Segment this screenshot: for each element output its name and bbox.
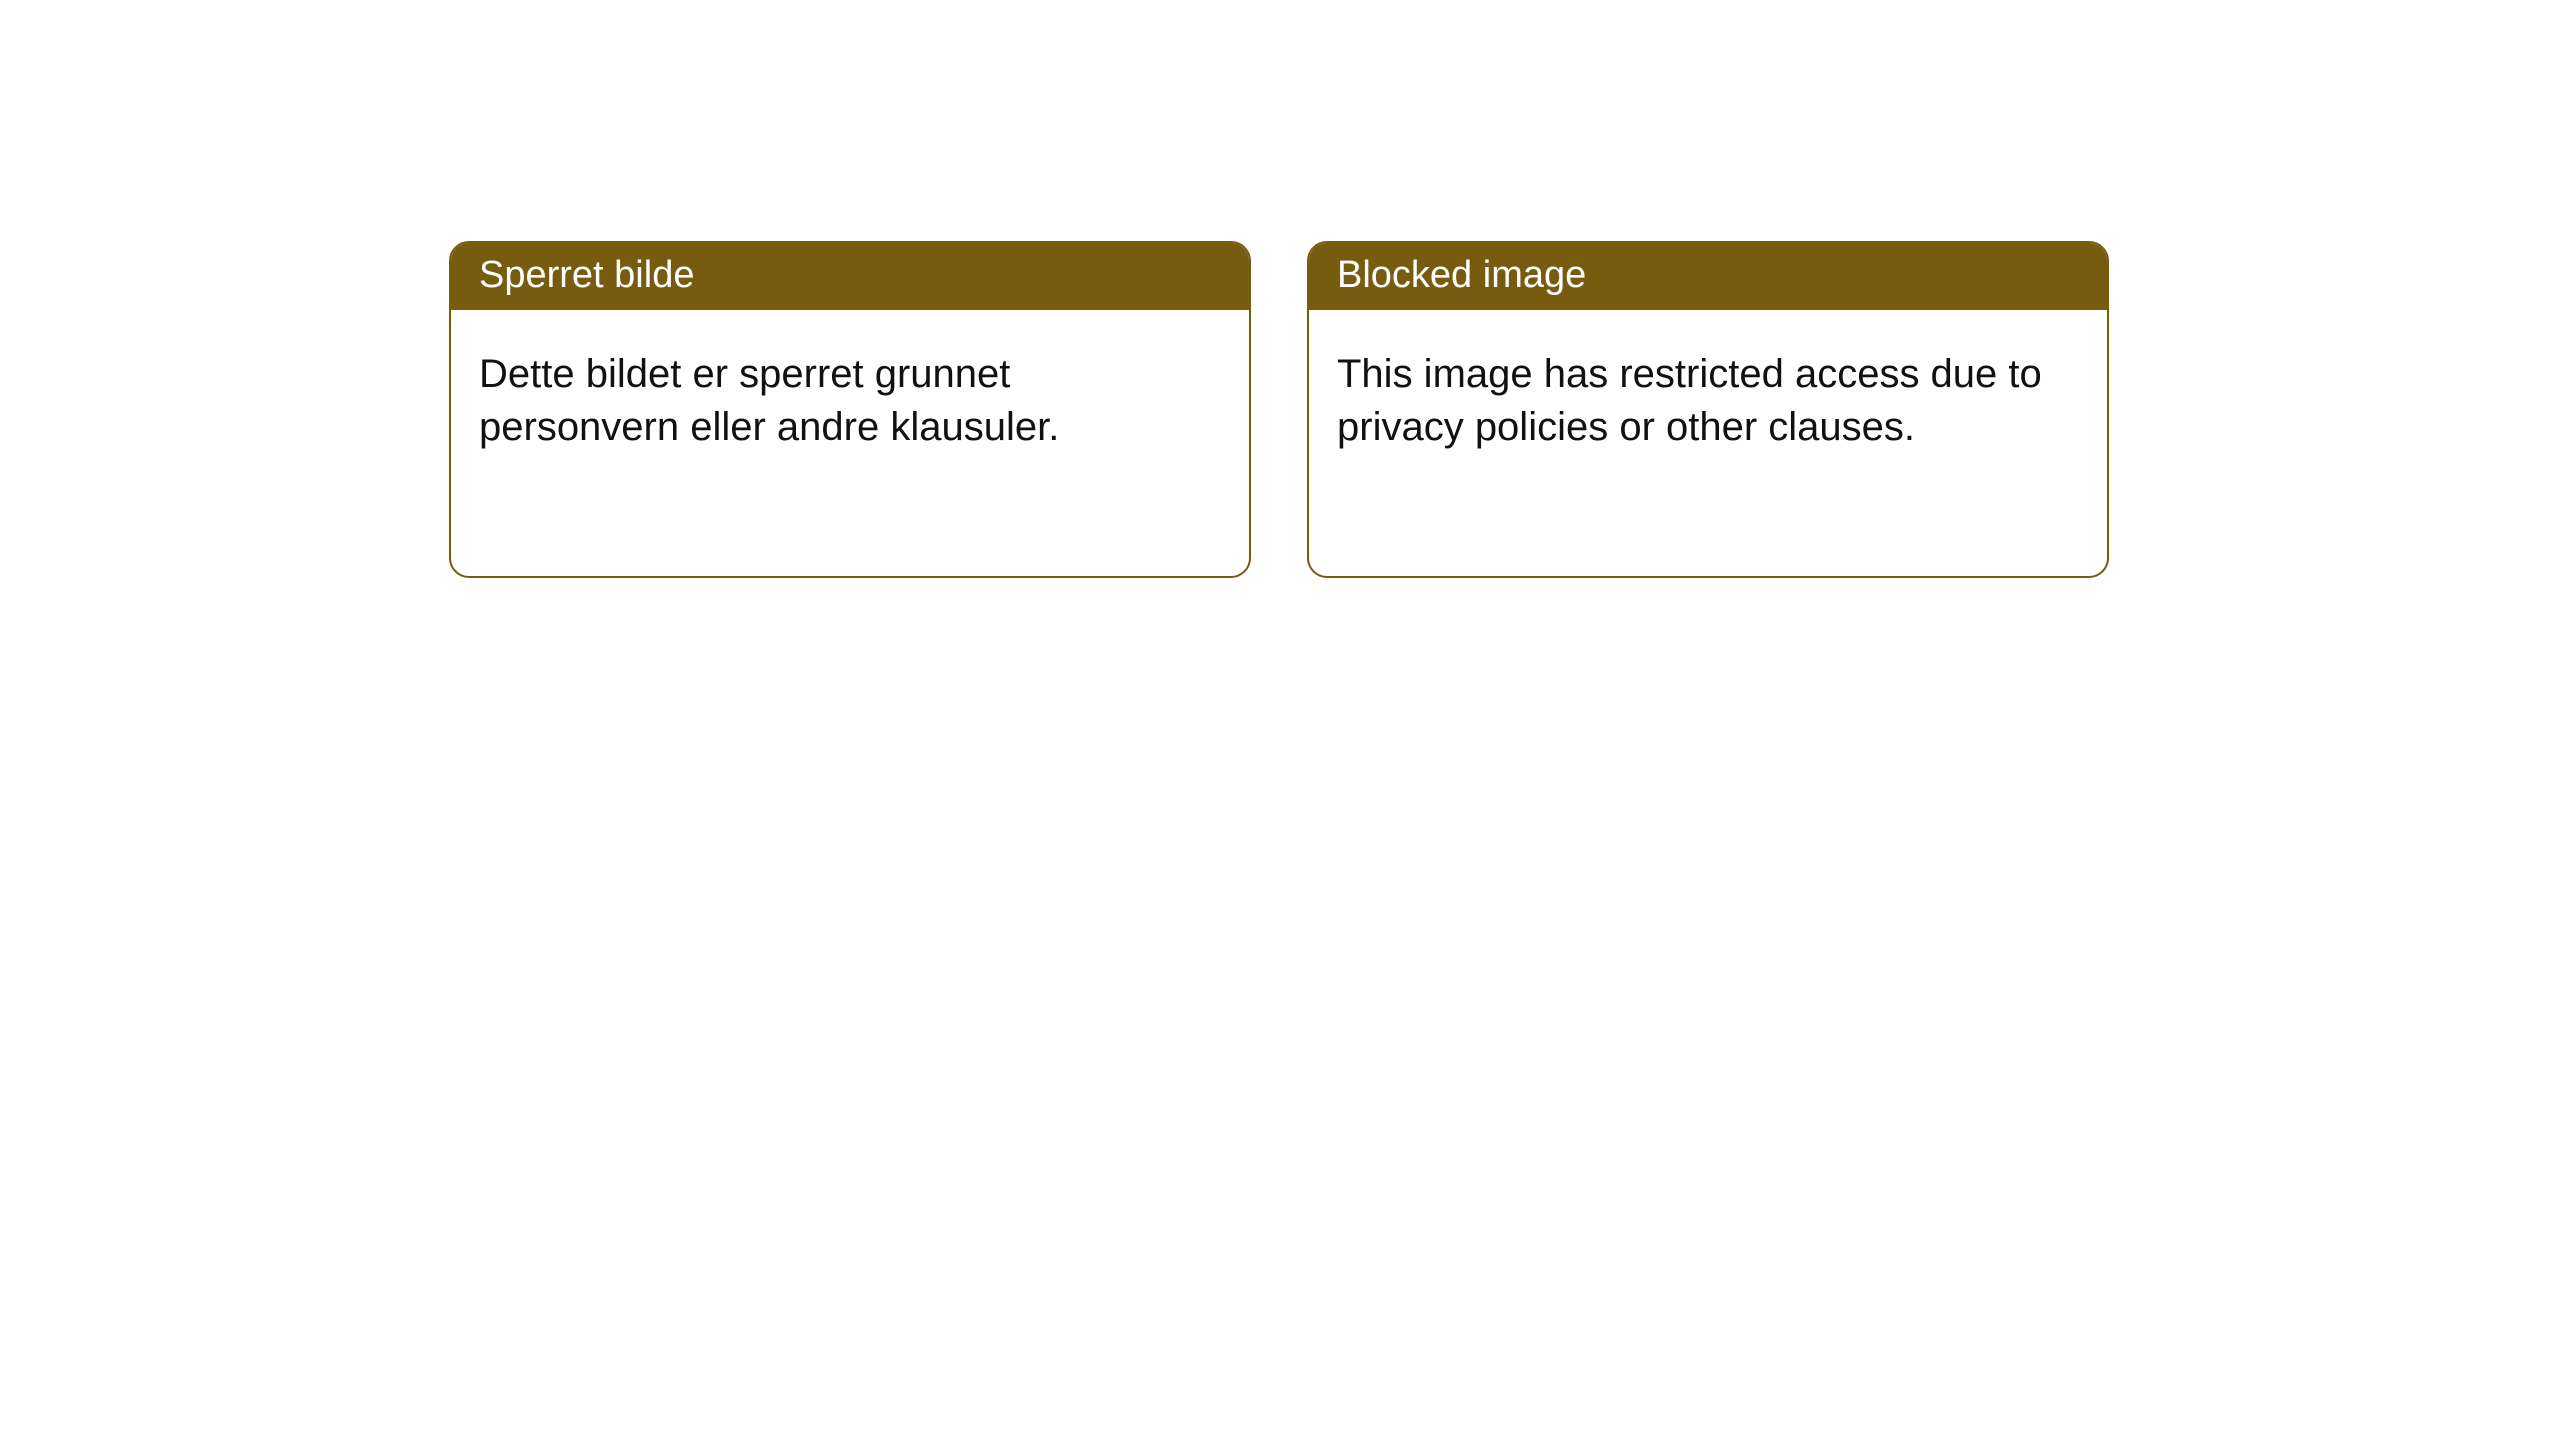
notice-container: Sperret bilde Dette bildet er sperret gr…: [0, 0, 2560, 578]
card-header: Blocked image: [1309, 243, 2107, 310]
card-body: This image has restricted access due to …: [1309, 310, 2107, 482]
notice-card-norwegian: Sperret bilde Dette bildet er sperret gr…: [449, 241, 1251, 578]
notice-card-english: Blocked image This image has restricted …: [1307, 241, 2109, 578]
card-body: Dette bildet er sperret grunnet personve…: [451, 310, 1249, 482]
card-header: Sperret bilde: [451, 243, 1249, 310]
